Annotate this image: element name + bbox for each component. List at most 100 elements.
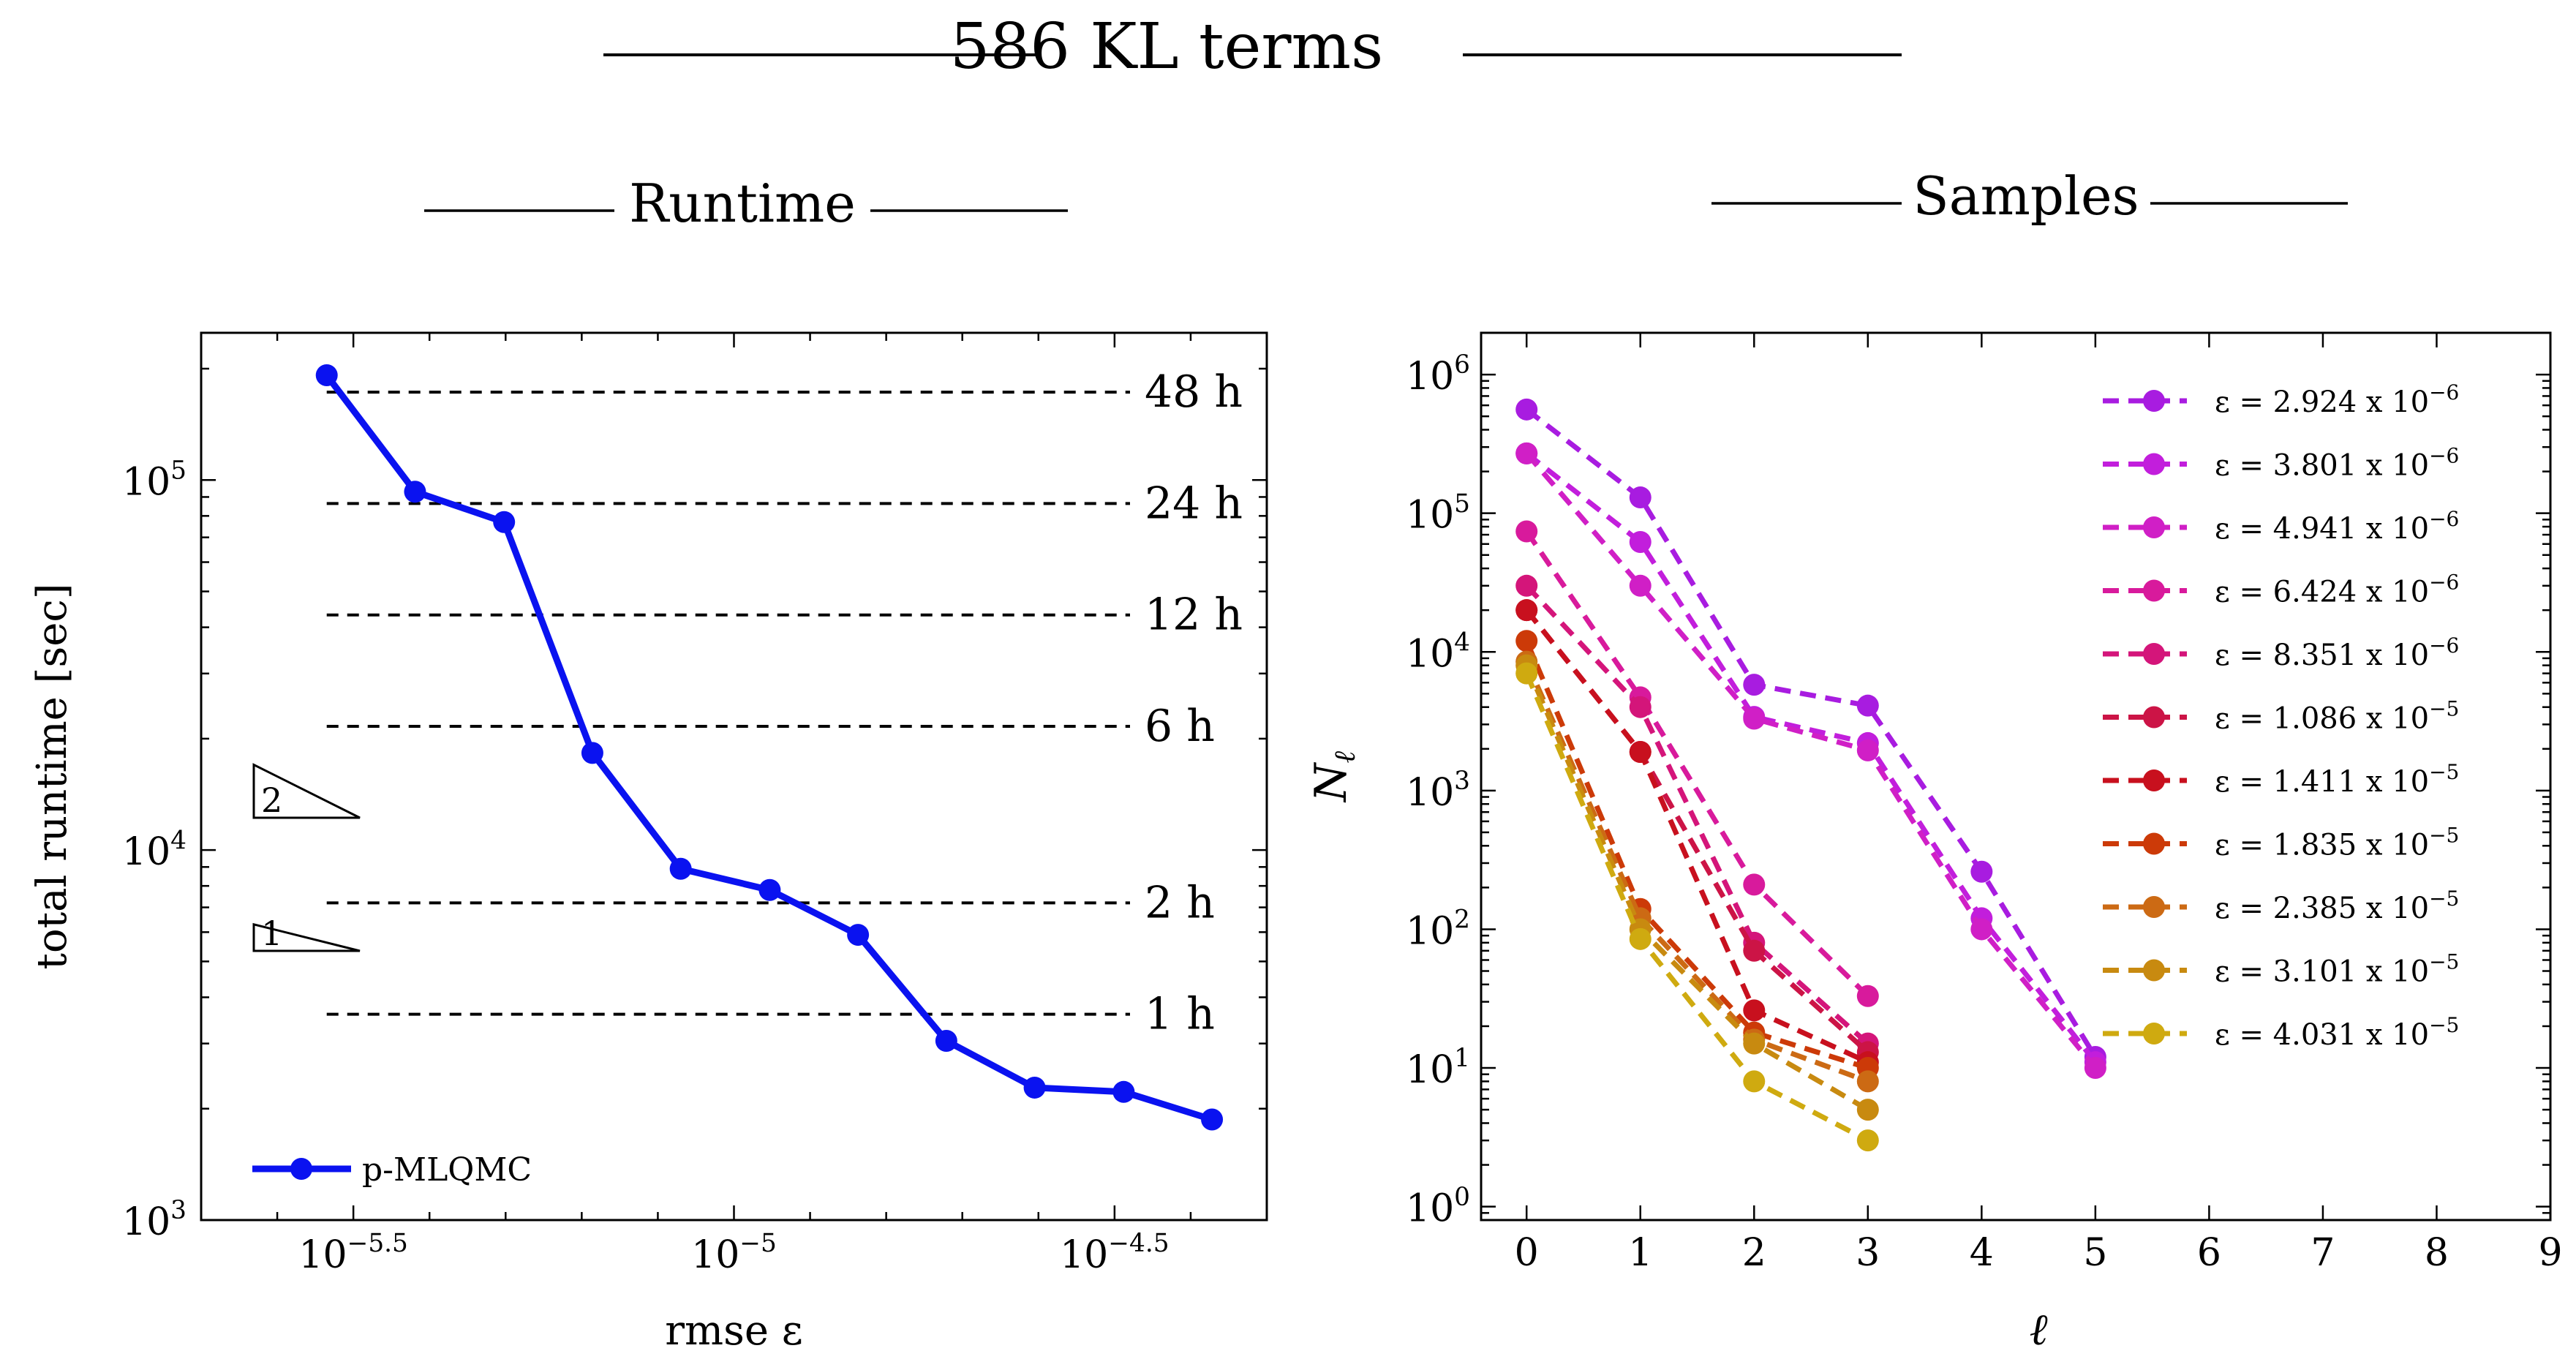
runtime-x-tick-label: 10−4.5 (1060, 1229, 1170, 1277)
samples-y-tick-label: 103 (1406, 767, 1470, 815)
samples-y-tick-label: 104 (1406, 628, 1470, 676)
samples-legend-label: ε = 4.031 x 10−5 (2215, 1013, 2459, 1052)
runtime-series-point (935, 1030, 957, 1053)
samples-legend-label: ε = 8.351 x 10−6 (2215, 633, 2459, 672)
samples-legend-label: ε = 1.835 x 10−5 (2215, 824, 2459, 862)
samples-series-point (2084, 1057, 2106, 1080)
samples-legend-label: ε = 2.924 x 10−6 (2215, 380, 2459, 419)
samples-legend-label: ε = 1.086 x 10−5 (2215, 697, 2459, 736)
runtime-panel-title: Runtime (424, 173, 1068, 234)
samples-legend-label: ε = 2.385 x 10−5 (2215, 887, 2459, 925)
samples-series-point (1856, 1099, 1879, 1121)
runtime-chart: 103 104 105 10−5.5 10−5 10−4.5 rmse ε total run… (29, 331, 1268, 1355)
samples-plot-frame (1480, 331, 2552, 1222)
samples-series-point (1743, 1032, 1766, 1055)
samples-series-point (1743, 939, 1766, 962)
runtime-slope-triangle (252, 763, 361, 819)
samples-legend-label: ε = 3.101 x 10−5 (2215, 950, 2459, 989)
samples-series-point (1515, 398, 1538, 421)
samples-y-tick-label: 101 (1406, 1044, 1470, 1092)
samples-panel-title: Samples (1711, 165, 2348, 227)
runtime-legend-label: p-MLQMC (362, 1151, 532, 1189)
samples-x-tick-label: 9 (2538, 1231, 2562, 1275)
runtime-reference-label: 12 h (1145, 590, 1243, 641)
runtime-reference-label: 1 h (1145, 989, 1215, 1040)
samples-series-line (1524, 639, 1869, 1071)
runtime-reference-label: 6 h (1145, 701, 1215, 752)
samples-legend-marker (2143, 706, 2165, 729)
samples-chart: 100 101 102 103 104 105 106 0 1 2 3 4 5 6 7 8 9 ℓ Nℓ ε = 2.… (1306, 331, 2563, 1355)
samples-legend-marker (2143, 896, 2165, 918)
runtime-y-tick-label: 105 (122, 456, 187, 504)
samples-series-point (1856, 739, 1879, 761)
runtime-series-point (1023, 1076, 1046, 1099)
runtime-slope-triangle (252, 922, 361, 952)
samples-legend-label: ε = 6.424 x 10−6 (2215, 571, 2459, 609)
samples-series-line (1524, 584, 1870, 1046)
samples-series-point (1515, 662, 1538, 685)
samples-legend-marker (2143, 516, 2165, 538)
samples-series-point (1743, 873, 1766, 896)
runtime-reference-label: 2 h (1145, 877, 1215, 928)
runtime-series-point (404, 481, 426, 503)
samples-legend-marker (2143, 643, 2165, 665)
samples-series-point (1629, 696, 1652, 718)
runtime-series-point (669, 857, 692, 880)
samples-series-line (1524, 664, 1869, 1113)
samples-legend-marker (2143, 832, 2165, 855)
samples-series-line (1525, 407, 2098, 1058)
runtime-y-tick-label: 104 (122, 826, 187, 874)
runtime-x-tick-label: 10−5.5 (298, 1229, 407, 1277)
samples-y-tick-label: 102 (1406, 906, 1470, 954)
samples-series-point (1970, 918, 1993, 941)
samples-legend-marker (2143, 769, 2165, 791)
samples-x-tick-label: 5 (2083, 1231, 2107, 1275)
samples-series-line (1524, 530, 1870, 998)
runtime-legend: p-MLQMC (252, 1151, 532, 1189)
samples-series-point (1629, 574, 1652, 597)
samples-legend-marker (2143, 959, 2165, 982)
samples-y-tick-label: 105 (1406, 489, 1470, 538)
title-text: 586 KL terms (950, 10, 1383, 83)
samples-series-point (1515, 520, 1538, 543)
samples-legend-marker (2143, 453, 2165, 475)
figure-title: 586 KL terms (603, 10, 1902, 83)
samples-x-tick-label: 6 (2197, 1231, 2221, 1275)
runtime-legend-marker (290, 1158, 312, 1180)
runtime-slope-triangle-label: 2 (261, 780, 282, 820)
samples-legend-label: ε = 4.941 x 10−6 (2215, 507, 2459, 546)
samples-series-point (1629, 486, 1652, 509)
samples-series-line (1524, 608, 1869, 1065)
runtime-series-point (581, 742, 603, 764)
samples-series-point (1515, 630, 1538, 652)
samples-series-point (1743, 674, 1766, 696)
samples-series-point (1515, 574, 1538, 597)
samples-legend-label: ε = 3.801 x 10−6 (2215, 444, 2459, 483)
runtime-title-text: Runtime (629, 173, 856, 234)
runtime-x-tick-label: 10−5 (691, 1229, 777, 1277)
samples-series-point (1856, 1129, 1879, 1152)
samples-legend: ε = 2.924 x 10−6 ε = 3.801 x 10−6 ε = 4.94… (2103, 380, 2459, 1052)
samples-series-point (1515, 442, 1538, 464)
samples-y-tick-label: 100 (1406, 1183, 1470, 1231)
samples-series-point (1629, 927, 1652, 950)
samples-series-line (1524, 451, 2098, 1070)
samples-title-text: Samples (1913, 165, 2139, 227)
samples-x-axis-label: ℓ (2030, 1304, 2048, 1355)
samples-series-point (1629, 741, 1652, 764)
runtime-y-tick-label: 103 (122, 1196, 187, 1244)
samples-series-point (1743, 1070, 1766, 1093)
runtime-series-point (847, 924, 870, 946)
samples-x-tick-label: 3 (1856, 1231, 1880, 1275)
samples-series-point (1515, 599, 1538, 622)
samples-legend-marker (2143, 579, 2165, 602)
runtime-reference-label: 24 h (1145, 478, 1243, 529)
samples-x-tick-label: 2 (1742, 1231, 1766, 1275)
samples-series-point (1856, 1070, 1879, 1093)
samples-y-tick-label: 106 (1406, 350, 1470, 399)
samples-x-tick-label: 0 (1515, 1231, 1539, 1275)
samples-series-point (1856, 694, 1879, 717)
runtime-y-axis-label: total runtime [sec] (29, 583, 76, 969)
samples-series-point (1629, 531, 1652, 554)
samples-x-tick-label: 4 (1970, 1231, 1994, 1275)
